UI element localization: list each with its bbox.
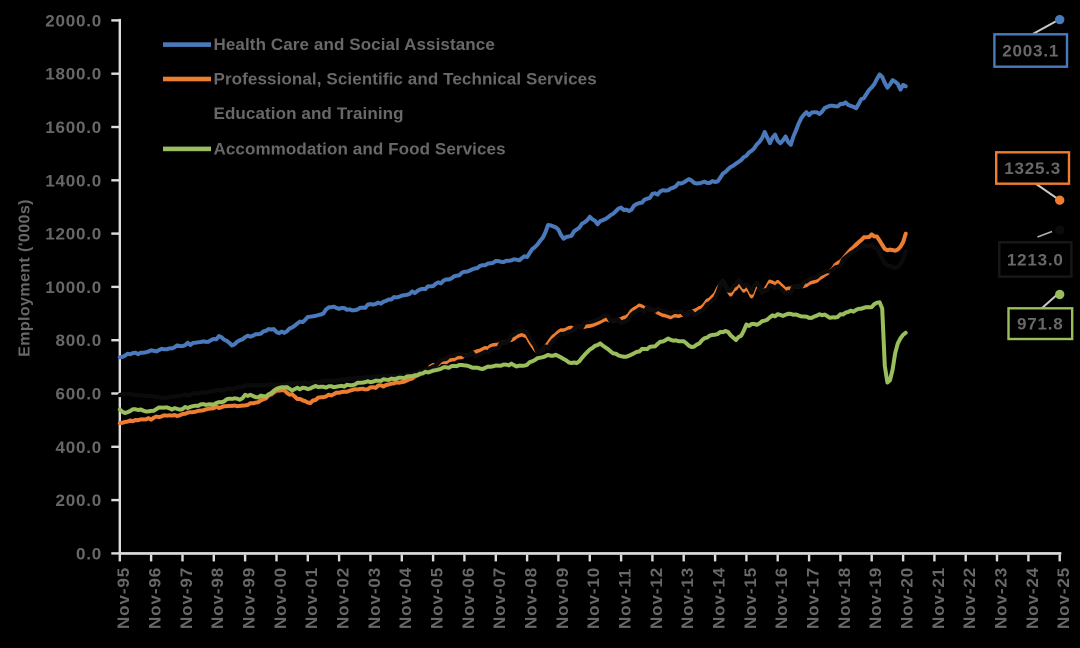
svg-text:600.0: 600.0 — [55, 385, 102, 404]
svg-text:Nov-03: Nov-03 — [365, 567, 384, 629]
svg-text:Nov-12: Nov-12 — [647, 567, 666, 629]
svg-text:2000.0: 2000.0 — [45, 11, 102, 30]
svg-text:800.0: 800.0 — [55, 331, 102, 350]
svg-text:Employment ('000s): Employment ('000s) — [17, 199, 34, 357]
svg-text:Nov-01: Nov-01 — [302, 567, 321, 629]
svg-text:Nov-10: Nov-10 — [584, 567, 603, 629]
svg-text:1400.0: 1400.0 — [45, 171, 102, 190]
svg-text:Nov-00: Nov-00 — [271, 567, 290, 629]
svg-text:Nov-07: Nov-07 — [490, 567, 509, 629]
svg-text:Nov-98: Nov-98 — [208, 567, 227, 629]
svg-text:Nov-09: Nov-09 — [553, 567, 572, 629]
svg-text:Nov-11: Nov-11 — [616, 568, 635, 629]
svg-text:Nov-25: Nov-25 — [1054, 567, 1073, 629]
svg-text:400.0: 400.0 — [55, 438, 102, 457]
svg-text:Nov-95: Nov-95 — [114, 567, 133, 629]
svg-text:Nov-23: Nov-23 — [991, 567, 1010, 629]
svg-text:Health Care and Social Assista: Health Care and Social Assistance — [214, 35, 495, 54]
svg-text:1325.3: 1325.3 — [1004, 159, 1061, 178]
svg-text:200.0: 200.0 — [55, 491, 102, 510]
svg-text:Professional, Scientific and T: Professional, Scientific and Technical S… — [214, 70, 597, 89]
svg-text:Nov-97: Nov-97 — [177, 567, 196, 629]
svg-text:Nov-13: Nov-13 — [678, 567, 697, 629]
svg-text:Nov-19: Nov-19 — [866, 567, 885, 629]
svg-text:Nov-18: Nov-18 — [835, 567, 854, 629]
svg-text:Nov-20: Nov-20 — [898, 567, 917, 629]
svg-text:1200.0: 1200.0 — [45, 225, 102, 244]
svg-text:1213.0: 1213.0 — [1007, 250, 1064, 269]
svg-text:Nov-17: Nov-17 — [804, 567, 823, 629]
svg-text:0.0: 0.0 — [76, 544, 102, 563]
svg-text:Accommodation and Food Service: Accommodation and Food Services — [214, 139, 506, 158]
svg-text:971.8: 971.8 — [1017, 315, 1064, 334]
svg-text:Education and Training: Education and Training — [214, 104, 404, 123]
svg-text:Nov-08: Nov-08 — [522, 567, 541, 629]
svg-text:1600.0: 1600.0 — [45, 118, 102, 137]
svg-text:Nov-99: Nov-99 — [240, 567, 259, 629]
svg-text:1800.0: 1800.0 — [45, 65, 102, 84]
svg-text:Nov-24: Nov-24 — [1023, 567, 1042, 629]
svg-text:Nov-05: Nov-05 — [428, 567, 447, 629]
svg-text:Nov-96: Nov-96 — [146, 567, 165, 629]
svg-text:1000.0: 1000.0 — [45, 278, 102, 297]
svg-text:Nov-21: Nov-21 — [929, 567, 948, 629]
svg-text:Nov-06: Nov-06 — [459, 567, 478, 629]
svg-text:Nov-15: Nov-15 — [741, 567, 760, 629]
svg-text:Nov-04: Nov-04 — [396, 567, 415, 629]
svg-text:Nov-16: Nov-16 — [772, 567, 791, 629]
svg-text:2003.1: 2003.1 — [1002, 42, 1059, 61]
svg-text:Nov-02: Nov-02 — [334, 567, 353, 629]
svg-text:Nov-22: Nov-22 — [960, 567, 979, 629]
svg-text:Nov-14: Nov-14 — [710, 567, 729, 629]
